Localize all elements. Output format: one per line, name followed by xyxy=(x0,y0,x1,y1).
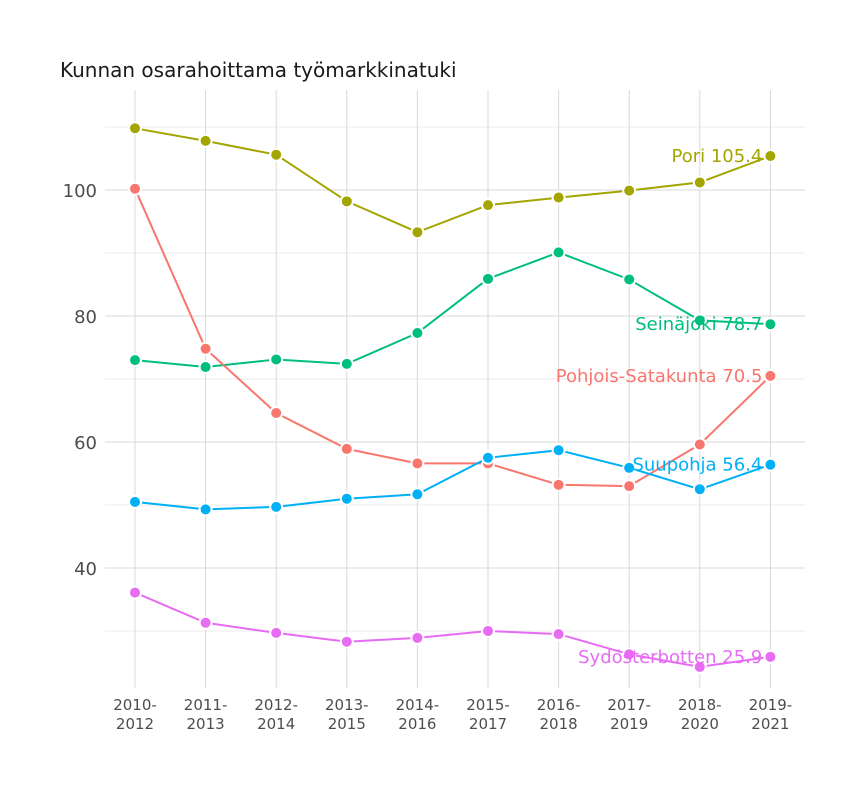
data-point-suupohja xyxy=(339,491,354,506)
data-point-sydösterbotten xyxy=(269,625,284,640)
data-point-pohjois-satakunta xyxy=(551,477,566,492)
x-axis: 2010-2012 2011-2013 2012-2014 2013-2015 2014… xyxy=(113,696,792,733)
data-point-sydösterbotten xyxy=(198,615,213,630)
data-point-pori xyxy=(692,175,707,190)
data-point-suupohja xyxy=(269,499,284,514)
chart-title: Kunnan osarahoittama työmarkkinatuki xyxy=(60,58,457,82)
data-point-seinäjoki xyxy=(269,352,284,367)
data-point-pohjois-satakunta xyxy=(410,456,425,471)
x-tick-label: 2015-2017 xyxy=(466,696,510,733)
x-tick-label: 2019-2021 xyxy=(749,696,793,733)
series-line-pori xyxy=(134,127,771,234)
x-tick-label: 2012-2014 xyxy=(254,696,298,733)
data-point-pori xyxy=(269,147,284,162)
data-point-suupohja xyxy=(128,494,142,509)
data-point-seinäjoki xyxy=(410,326,425,341)
series-suupohja: Suupohja 56.4 xyxy=(128,443,778,517)
series-line-seinäjoki xyxy=(134,251,771,369)
data-point-sydösterbotten xyxy=(481,624,495,638)
data-point-pori xyxy=(339,194,354,209)
data-point-suupohja xyxy=(481,450,495,465)
data-point-sydösterbotten xyxy=(128,585,142,600)
data-point-seinäjoki xyxy=(128,353,142,368)
data-point-pori xyxy=(481,198,495,213)
data-point-pori xyxy=(622,183,637,198)
data-point-sydösterbotten xyxy=(410,630,425,645)
y-tick-label: 80 xyxy=(74,307,97,328)
data-point-suupohja xyxy=(551,443,566,458)
data-point-pohjois-satakunta xyxy=(269,406,284,421)
y-tick-label: 100 xyxy=(63,181,97,202)
x-tick-label: 2010-2012 xyxy=(113,696,157,733)
end-label-seinäjoki: Seinäjoki 78.7 xyxy=(635,314,762,335)
series-pohjois-satakunta: Pohjois-Satakunta 70.5 xyxy=(128,181,778,494)
series-sydösterbotten: Sydösterbotten 25.9 xyxy=(128,585,778,674)
data-point-sydösterbotten xyxy=(622,647,637,662)
data-point-seinäjoki xyxy=(198,360,213,375)
data-point-seinäjoki xyxy=(551,245,566,260)
data-point-seinäjoki xyxy=(622,272,637,287)
data-point-sydösterbotten xyxy=(692,659,707,674)
series-line-pohjois-satakunta xyxy=(134,188,772,488)
series-line-suupohja xyxy=(134,449,771,511)
data-point-suupohja xyxy=(622,460,637,475)
plot-area: Pori 105.4 Seinäjoki 78.7 Pohjois-Satakunt… xyxy=(128,121,778,674)
x-tick-label: 2011-2013 xyxy=(184,696,228,733)
data-point-pori xyxy=(551,190,566,205)
data-point-suupohja xyxy=(198,502,213,517)
data-point-sydösterbotten xyxy=(339,634,354,649)
series-pori: Pori 105.4 xyxy=(128,121,778,240)
data-point-pori xyxy=(410,225,425,240)
data-point-suupohja xyxy=(763,457,778,472)
x-tick-label: 2017-2019 xyxy=(607,696,651,733)
data-point-pori xyxy=(128,121,142,136)
data-point-pohjois-satakunta xyxy=(692,437,707,452)
series-line-sydösterbotten xyxy=(134,591,771,668)
data-point-sydösterbotten xyxy=(551,627,566,642)
data-point-pohjois-satakunta xyxy=(128,181,142,196)
data-point-sydösterbotten xyxy=(763,649,778,664)
series-seinäjoki: Seinäjoki 78.7 xyxy=(128,245,778,375)
x-tick-label: 2013-2015 xyxy=(325,696,369,733)
data-point-seinäjoki xyxy=(339,356,354,371)
grid xyxy=(105,90,805,688)
end-label-suupohja: Suupohja 56.4 xyxy=(632,455,762,476)
data-point-pohjois-satakunta xyxy=(622,479,637,494)
x-tick-label: 2016-2018 xyxy=(537,696,581,733)
y-tick-label: 40 xyxy=(74,559,97,580)
end-label-sydösterbotten: Sydösterbotten 25.9 xyxy=(578,647,762,668)
data-point-pohjois-satakunta xyxy=(339,441,354,456)
x-tick-label: 2018-2020 xyxy=(678,696,722,733)
end-label-pori: Pori 105.4 xyxy=(672,146,763,167)
data-point-seinäjoki xyxy=(481,271,495,286)
data-point-pori xyxy=(763,148,778,163)
y-tick-label: 60 xyxy=(74,433,97,454)
data-point-suupohja xyxy=(410,487,425,502)
data-point-seinäjoki xyxy=(763,317,778,332)
x-tick-label: 2014-2016 xyxy=(396,696,440,733)
data-point-seinäjoki xyxy=(692,313,707,328)
data-point-pori xyxy=(198,133,213,148)
data-point-pohjois-satakunta xyxy=(763,368,778,383)
data-point-pohjois-satakunta xyxy=(198,341,213,356)
data-point-suupohja xyxy=(692,482,707,497)
y-axis: 40 60 80 100 xyxy=(63,181,97,580)
end-label-pohjois-satakunta: Pohjois-Satakunta 70.5 xyxy=(556,366,763,387)
